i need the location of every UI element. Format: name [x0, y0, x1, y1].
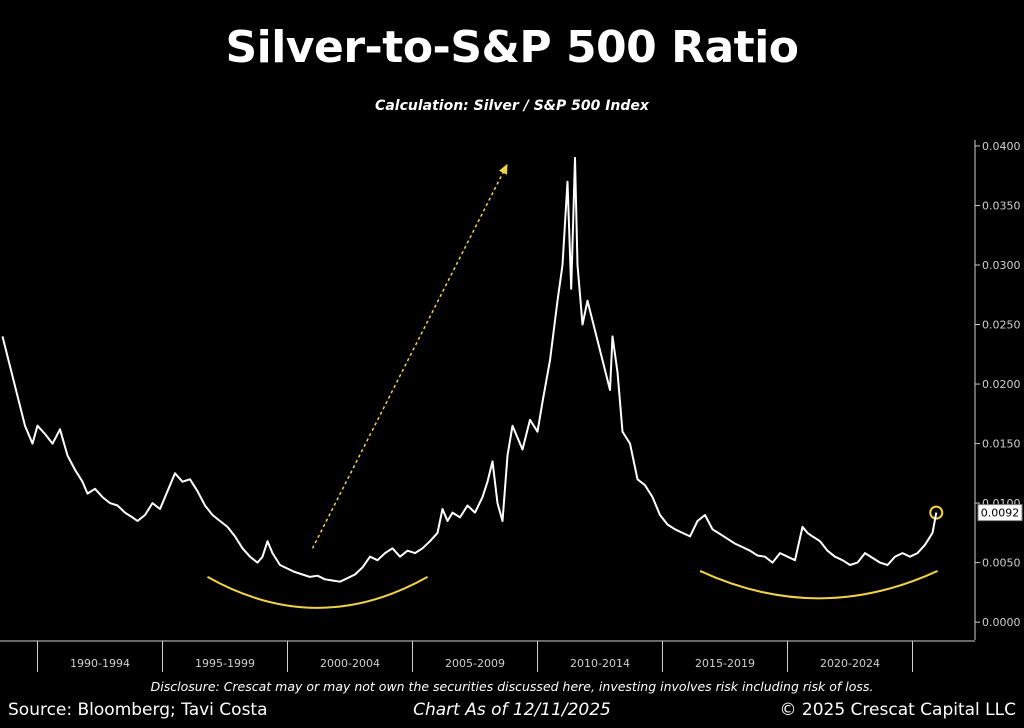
y-tick-label: 0.0000	[982, 616, 1021, 629]
chart-marks: 0.04000.03500.03000.02500.02000.01500.01…	[0, 140, 1023, 672]
x-tick-label: 2010-2014	[570, 657, 630, 670]
chart-canvas: 0.04000.03500.03000.02500.02000.01500.01…	[0, 140, 1023, 672]
y-tick-label: 0.0200	[982, 378, 1021, 391]
series-line	[1, 156, 938, 583]
x-tick-label: 1995-1999	[195, 657, 255, 670]
x-tick-label: 2005-2009	[445, 657, 505, 670]
disclosure-text: Disclosure: Crescat may or may not own t…	[150, 679, 874, 694]
y-tick-label: 0.0050	[982, 557, 1021, 570]
chart-title: Silver-to-S&P 500 Ratio	[225, 22, 799, 73]
x-tick-label: 2020-2024	[820, 657, 880, 670]
trend-arrow-line	[311, 163, 509, 549]
source-text: Source: Bloomberg; Tavi Costa	[8, 700, 268, 720]
copyright-text: © 2025 Crescat Capital LLC	[779, 700, 1016, 720]
last-value-label: 0.0092	[981, 507, 1020, 520]
x-tick-label: 2000-2004	[320, 657, 380, 670]
last-value-marker	[929, 505, 944, 520]
y-tick-label: 0.0250	[982, 319, 1021, 332]
y-tick-label: 0.0150	[982, 438, 1021, 451]
y-tick-label: 0.0350	[982, 199, 1021, 212]
last-value-box	[977, 504, 1023, 522]
x-tick-label: 1990-1994	[70, 657, 130, 670]
y-tick-label: 0.0400	[982, 140, 1021, 153]
trend-arrow-head	[498, 163, 508, 175]
chart-subtitle: Calculation: Silver / S&P 500 Index	[375, 98, 649, 114]
bottom-arc	[207, 576, 428, 609]
y-tick-label: 0.0300	[982, 259, 1021, 272]
bottom-arc	[699, 570, 938, 600]
x-tick-label: 2015-2019	[695, 657, 755, 670]
chart-date: Chart As of 12/11/2025	[413, 700, 611, 720]
